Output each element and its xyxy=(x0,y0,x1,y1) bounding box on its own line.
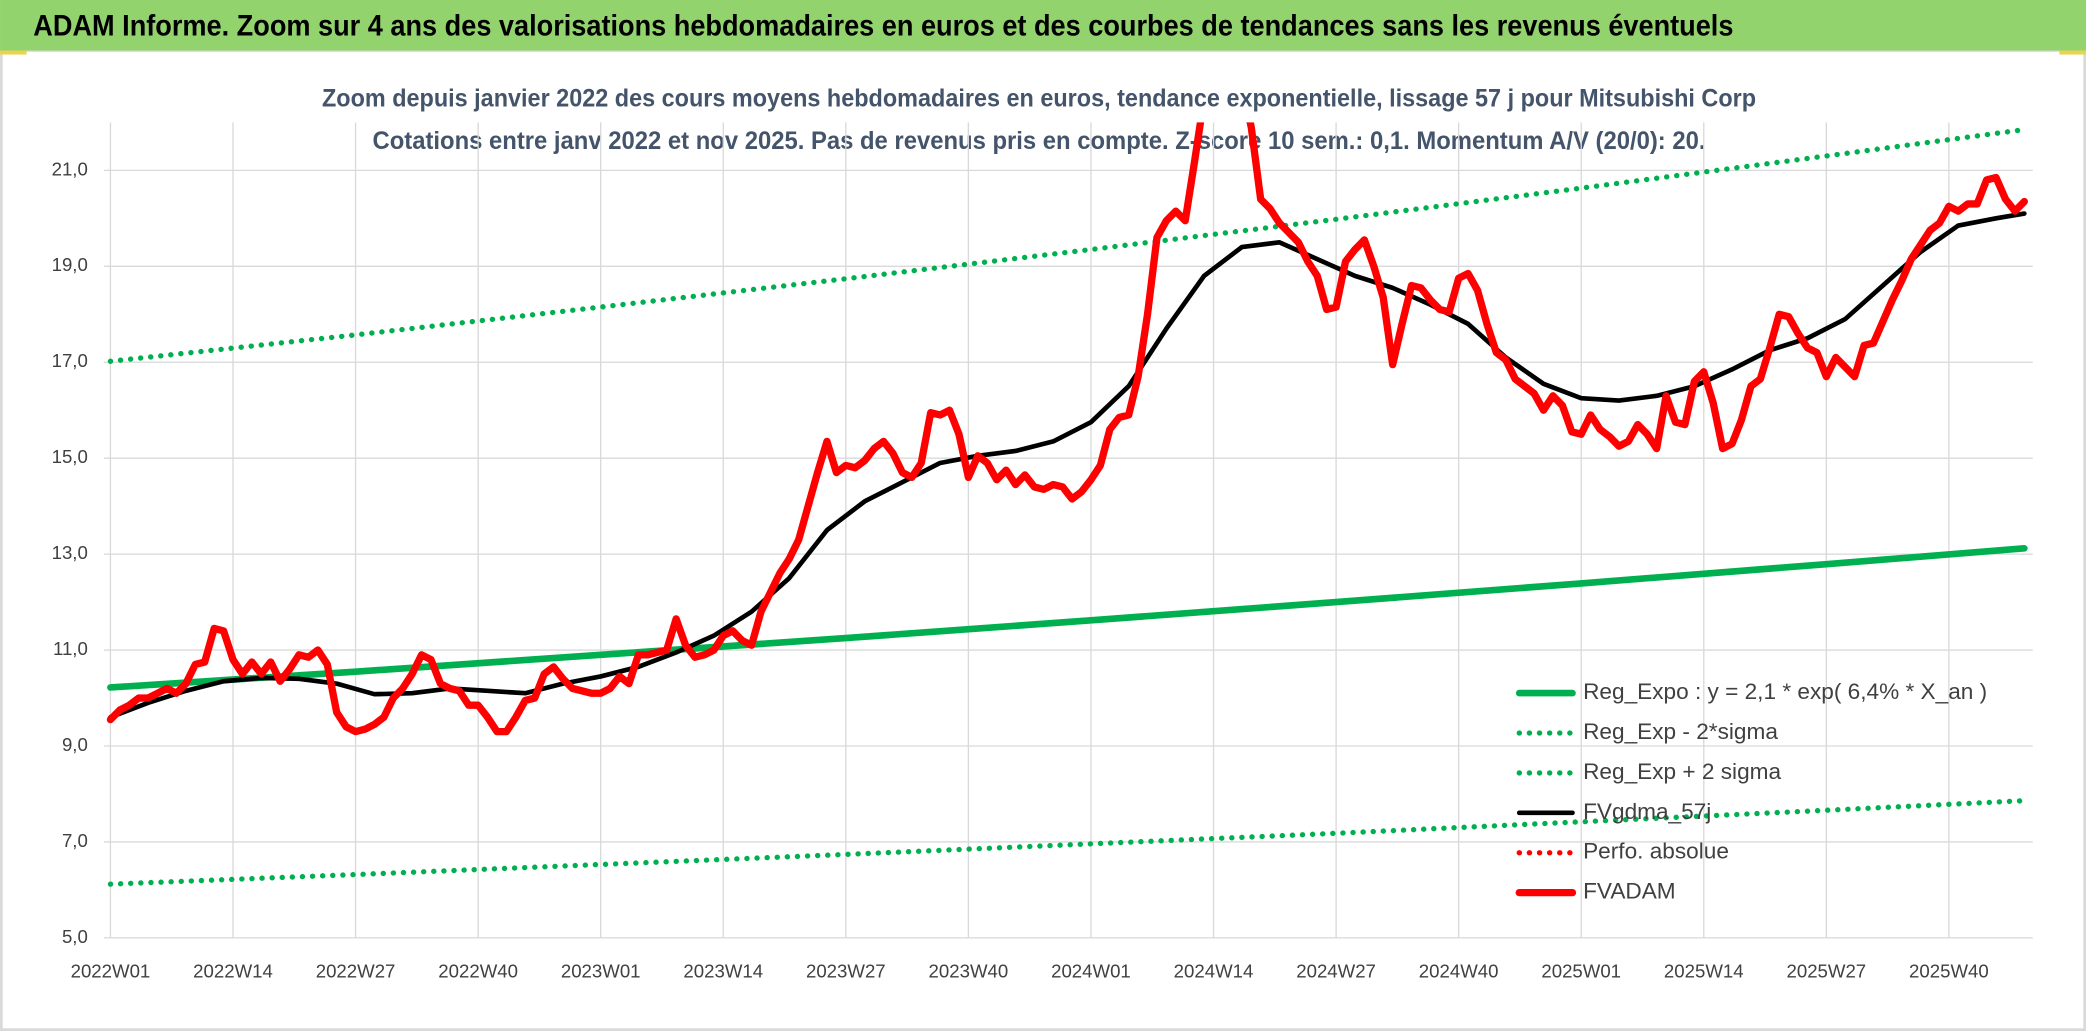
header-title: ADAM Informe. Zoom sur 4 ans des valoris… xyxy=(33,11,1733,43)
series-line xyxy=(107,126,2027,364)
x-tick-label: 2025W40 xyxy=(1909,960,1989,981)
legend-label: Reg_Expo : y = 2,1 * exp( 6,4% * X_an ) xyxy=(1583,679,1987,704)
x-tick-label: 2023W27 xyxy=(806,960,886,981)
legend-label: FVgdma_57j xyxy=(1583,799,1711,824)
legend-label: Reg_Exp - 2*sigma xyxy=(1583,719,1778,744)
y-tick-label: 7,0 xyxy=(62,830,88,851)
x-tick-label: 2025W14 xyxy=(1664,960,1744,981)
y-tick-label: 21,0 xyxy=(52,158,88,179)
legend: Reg_Expo : y = 2,1 * exp( 6,4% * X_an ) R… xyxy=(1515,679,1987,904)
x-tick-label: 2022W27 xyxy=(316,960,396,981)
x-tick-label: 2023W40 xyxy=(929,960,1009,981)
x-tick-label: 2024W27 xyxy=(1296,960,1376,981)
legend-label: Reg_Exp + 2 sigma xyxy=(1583,759,1781,784)
series-line xyxy=(108,211,2027,720)
series-line xyxy=(107,798,2027,887)
y-tick-label: 19,0 xyxy=(52,254,88,275)
series-line xyxy=(106,122,2028,736)
x-tick-label: 2024W40 xyxy=(1419,960,1499,981)
x-tick-label: 2022W40 xyxy=(438,960,518,981)
plot-lines xyxy=(106,122,2028,887)
chart-subtitle: Cotations entre janv 2022 et nov 2025. P… xyxy=(373,127,1706,155)
y-tick-label: 5,0 xyxy=(62,926,88,947)
x-tick-label: 2023W01 xyxy=(561,960,641,981)
legend-label: Perfo. absolue xyxy=(1583,839,1729,864)
y-tick-label: 13,0 xyxy=(52,542,88,563)
x-tick-label: 2024W01 xyxy=(1051,960,1131,981)
y-tick-label: 17,0 xyxy=(52,350,88,371)
x-tick-label: 2025W27 xyxy=(1787,960,1867,981)
x-tick-label: 2022W01 xyxy=(71,960,151,981)
chart-title: Zoom depuis janvier 2022 des cours moyen… xyxy=(322,84,1756,112)
legend-label: FVADAM xyxy=(1583,879,1676,904)
x-tick-label: 2022W14 xyxy=(193,960,273,981)
header-corner xyxy=(2059,50,2086,55)
header-corner xyxy=(0,50,27,55)
y-tick-label: 9,0 xyxy=(62,734,88,755)
y-tick-label: 11,0 xyxy=(53,638,88,659)
x-tick-label: 2023W14 xyxy=(683,960,763,981)
y-tick-label: 15,0 xyxy=(52,446,88,467)
x-tick-label: 2025W01 xyxy=(1541,960,1621,981)
x-tick-label: 2024W14 xyxy=(1174,960,1254,981)
grid: 5,0 7,0 9,0 11,0 13,0 15,0 17,0 19,0 21,0 2022W01… xyxy=(52,122,2033,981)
header-bar xyxy=(0,0,2086,51)
